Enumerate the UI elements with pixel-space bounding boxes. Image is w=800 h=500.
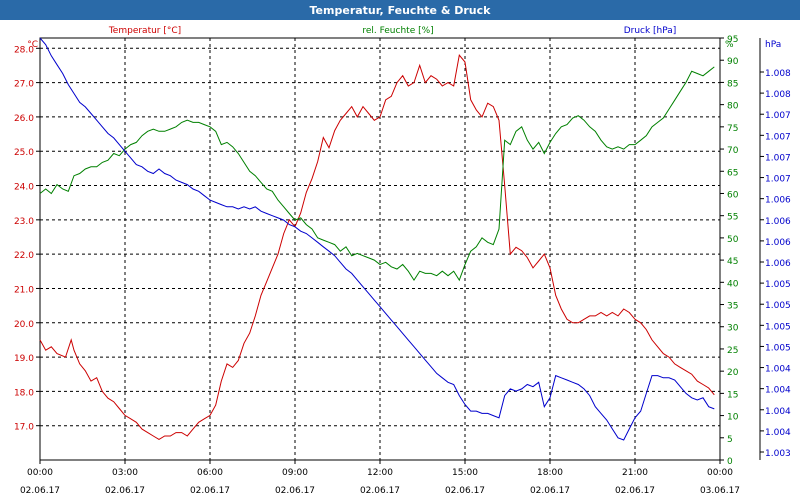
x-tick-time: 03:00 (112, 468, 138, 478)
humidity-tick-label: 50 (727, 235, 739, 245)
humidity-tick-label: 85 (727, 79, 738, 89)
x-tick-date: 02.06.17 (615, 486, 655, 496)
x-tick-date: 02.06.17 (360, 486, 400, 496)
pressure-axis-label: Druck [hPa] (624, 26, 677, 36)
pressure-tick-label: 1.006 (765, 238, 791, 248)
temperature-tick-label: 17.0 (14, 423, 34, 433)
pressure-tick-label: 1.004 (765, 365, 791, 375)
pressure-tick-label: 1.007 (765, 111, 791, 121)
x-tick-date: 02.06.17 (20, 486, 60, 496)
temperature-axis-label: Temperatur [°C] (108, 26, 181, 36)
temperature-tick-label: 26.0 (14, 114, 34, 124)
temperature-tick-label: 23.0 (14, 217, 34, 227)
humidity-tick-label: 70 (727, 146, 739, 156)
pressure-tick-label: 1.004 (765, 386, 791, 396)
humidity-tick-label: 35 (727, 302, 738, 312)
pressure-tick-label: 1.004 (765, 407, 791, 417)
humidity-tick-label: 0 (727, 457, 733, 467)
pressure-tick-label: 1.006 (765, 259, 791, 269)
x-tick-date: 02.06.17 (190, 486, 230, 496)
temperature-tick-label: 27.0 (14, 80, 34, 90)
humidity-tick-label: 55 (727, 213, 738, 223)
pressure-tick-label: 1.006 (765, 196, 791, 206)
pressure-axis-ticks: 1.003 1.004 1.004 1.004 1.004 1.005 1.005 1.005… (759, 38, 791, 460)
grid-lines (40, 38, 720, 460)
x-tick-date: 02.06.17 (275, 486, 315, 496)
x-tick-time: 09:00 (282, 468, 308, 478)
humidity-tick-label: 60 (727, 190, 739, 200)
chart-title: Temperatur, Feuchte & Druck (0, 0, 800, 20)
humidity-tick-label: 25 (727, 346, 738, 356)
x-tick-date: 02.06.17 (530, 486, 570, 496)
humidity-tick-label: 90 (727, 57, 739, 67)
humidity-tick-label: 40 (727, 279, 739, 289)
x-tick-time: 21:00 (622, 468, 648, 478)
humidity-tick-label: 65 (727, 168, 738, 178)
x-tick-time: 06:00 (197, 468, 223, 478)
x-tick-time: 00:00 (27, 468, 53, 478)
humidity-tick-label: 15 (727, 390, 738, 400)
pressure-tick-label: 1.005 (765, 280, 791, 290)
temperature-tick-label: 19.0 (14, 354, 34, 364)
temperature-tick-label: 28.0 (14, 45, 34, 55)
temperature-series-line (39, 54, 715, 440)
pressure-tick-label: 1.008 (765, 69, 791, 79)
x-tick-date: 02.06.17 (445, 486, 485, 496)
temperature-tick-label: 21.0 (14, 285, 34, 295)
temperature-tick-label: 18.0 (14, 388, 34, 398)
pressure-tick-label: 1.008 (765, 90, 791, 100)
pressure-tick-label: 1.005 (765, 322, 791, 332)
humidity-tick-label: 95 (727, 35, 738, 45)
x-tick-time: 18:00 (537, 468, 563, 478)
humidity-axis-ticks: 0 5 10 15 20 25 30 35 40 45 50 55 60 65 70 75 80 85 90 95 (719, 35, 739, 467)
pressure-tick-label: 1.006 (765, 217, 791, 227)
pressure-tick-label: 1.005 (765, 301, 791, 311)
x-axis-ticks: 00:00 02.06.17 03:00 02.06.17 06:00 02.06.17 0… (20, 460, 740, 496)
humidity-tick-label: 5 (727, 435, 733, 445)
pressure-tick-label: 1.007 (765, 132, 791, 142)
pressure-series-line (39, 37, 715, 441)
x-tick-time: 00:00 (707, 468, 733, 478)
pressure-tick-label: 1.004 (765, 428, 791, 438)
pressure-tick-label: 1.007 (765, 175, 791, 185)
series-lines (39, 37, 715, 441)
x-tick-date: 02.06.17 (105, 486, 145, 496)
temperature-tick-label: 22.0 (14, 251, 34, 261)
temperature-unit: °C (27, 40, 38, 50)
humidity-tick-label: 75 (727, 124, 738, 134)
humidity-tick-label: 80 (727, 102, 739, 112)
x-tick-time: 12:00 (367, 468, 393, 478)
pressure-tick-label: 1.005 (765, 343, 791, 353)
pressure-tick-label: 1.003 (765, 449, 791, 459)
humidity-axis-label: rel. Feuchte [%] (362, 26, 433, 36)
temperature-tick-label: 20.0 (14, 320, 34, 330)
humidity-tick-label: 45 (727, 257, 738, 267)
x-tick-date: 03.06.17 (700, 486, 740, 496)
pressure-tick-label: 1.007 (765, 153, 791, 163)
humidity-tick-label: 10 (727, 413, 739, 423)
humidity-series-line (39, 66, 715, 282)
humidity-unit: % (725, 40, 734, 50)
temperature-tick-label: 25.0 (14, 148, 34, 158)
pressure-unit: hPa (765, 40, 781, 50)
temperature-axis-ticks: 17.0 18.0 19.0 20.0 21.0 22.0 23.0 24.0 25.0 26.0… (14, 45, 40, 433)
temperature-tick-label: 24.0 (14, 183, 34, 193)
humidity-tick-label: 30 (727, 324, 739, 334)
humidity-tick-label: 20 (727, 368, 739, 378)
x-tick-time: 15:00 (452, 468, 478, 478)
